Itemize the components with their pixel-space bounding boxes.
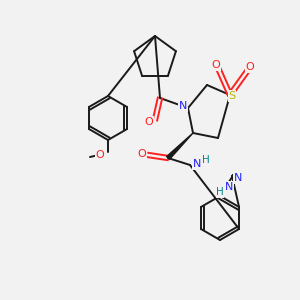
Text: O: O <box>246 62 254 72</box>
Text: H: H <box>216 187 224 197</box>
Text: O: O <box>145 117 153 127</box>
Text: N: N <box>193 159 201 169</box>
Text: S: S <box>228 91 236 101</box>
Text: N: N <box>225 182 233 192</box>
Text: H: H <box>202 155 210 165</box>
Text: N: N <box>234 173 242 183</box>
Polygon shape <box>167 133 193 159</box>
Text: N: N <box>179 101 187 111</box>
Text: O: O <box>138 149 146 159</box>
Text: O: O <box>212 60 220 70</box>
Text: O: O <box>96 150 104 160</box>
